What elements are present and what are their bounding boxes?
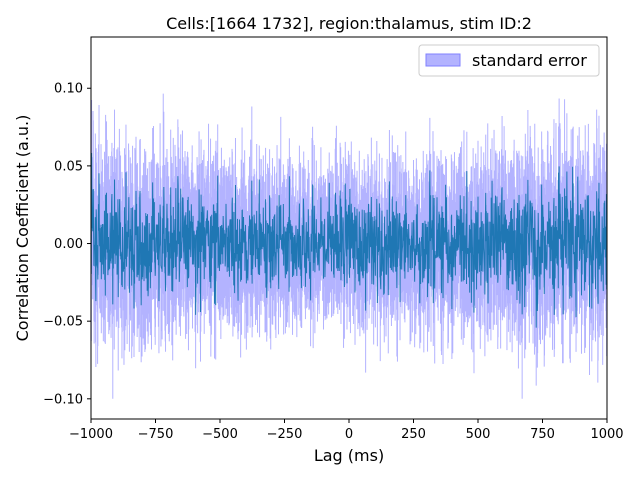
- y-tick-label: −0.10: [43, 392, 83, 407]
- mean-correlation-line: [91, 152, 607, 328]
- x-tick-label: 250: [401, 427, 426, 442]
- x-tick-label: −750: [138, 427, 174, 442]
- x-tick-label: 1000: [590, 427, 623, 442]
- legend-box: [418, 44, 600, 77]
- x-tick-label: 750: [530, 427, 555, 442]
- y-tick-label: −0.05: [43, 315, 83, 330]
- y-tick-label: 0.05: [54, 159, 83, 174]
- plot-area: [91, 93, 607, 399]
- legend-label-standard-error: standard error: [472, 51, 587, 70]
- x-tick-label: 0: [345, 427, 353, 442]
- y-axis-ticks: −0.10 −0.05 0.00 0.05 0.10: [43, 82, 91, 407]
- x-tick-label: −500: [202, 427, 238, 442]
- chart-title: Cells:[1664 1732], region:thalamus, stim…: [166, 14, 532, 33]
- x-axis-label: Lag (ms): [314, 446, 384, 465]
- x-axis-ticks: −1000 −750 −500 −250 0 250 500 750 1000: [69, 419, 624, 442]
- x-tick-label: 500: [466, 427, 491, 442]
- legend: standard error: [418, 44, 600, 77]
- y-axis-label: Correlation Coefficient (a.u.): [13, 115, 32, 342]
- x-tick-label: −1000: [69, 427, 113, 442]
- y-tick-label: 0.00: [54, 237, 83, 252]
- x-tick-label: −250: [267, 427, 303, 442]
- legend-swatch-standard-error: [425, 53, 461, 67]
- y-tick-label: 0.10: [54, 82, 83, 97]
